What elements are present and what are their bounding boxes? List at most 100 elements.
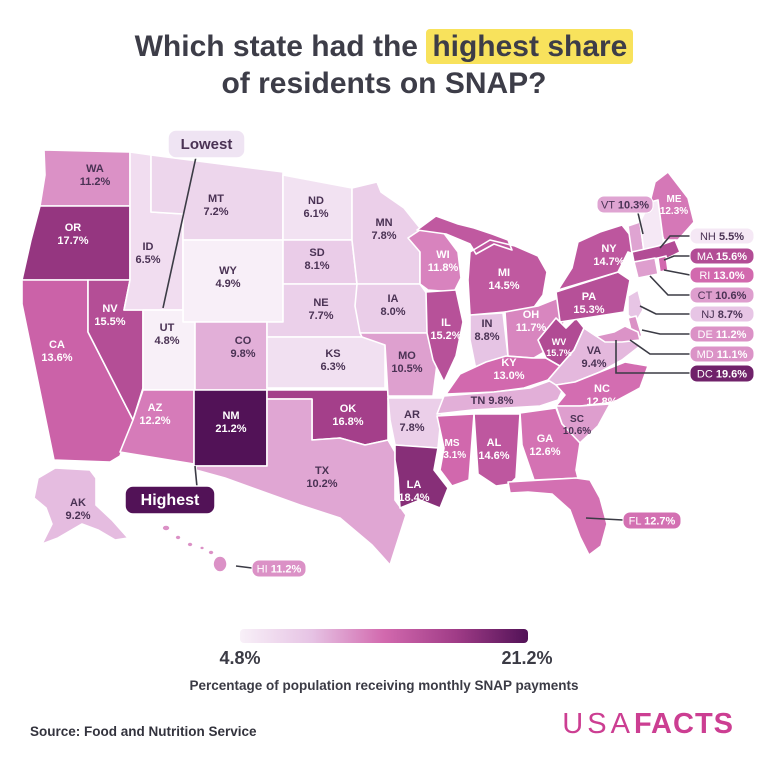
annotation-label-highest: Highest: [141, 492, 200, 509]
callout-pill-label-nh: NH 5.5%: [700, 231, 744, 243]
callout-line-ma: [663, 255, 690, 261]
annotation-pill-highest: [124, 485, 216, 515]
callout-pill-label-dc: DC 19.6%: [697, 369, 747, 381]
state-label-wv: WV 15.7%: [546, 337, 572, 358]
callout-pill-ma: [689, 247, 755, 265]
logo-facts: FACTS: [633, 708, 734, 740]
state-shape-fl: [507, 477, 608, 556]
state-shape-ga: [519, 407, 581, 481]
state-label-nm: NM 21.2%: [215, 410, 246, 435]
state-label-wi: WI 11.8%: [428, 249, 459, 274]
state-label-mo: MO 10.5%: [391, 350, 422, 375]
state-shape-nj: [627, 289, 644, 323]
state-shape-mi: [416, 215, 548, 316]
state-label-mi: MI 14.5%: [488, 267, 519, 292]
logo-usa: USA: [562, 708, 634, 740]
callout-pill-label-vt: VT 10.3%: [601, 200, 649, 212]
state-label-ut: UT 4.8%: [154, 322, 179, 347]
legend-min-label: 4.8%: [219, 648, 261, 668]
state-shape-ms: [436, 413, 475, 487]
state-label-nv: NV 15.5%: [94, 303, 125, 328]
state-label-pa: PA 15.3%: [573, 291, 604, 316]
state-label-al: AL 14.6%: [478, 437, 509, 462]
state-label-nc: NC 12.8%: [586, 383, 617, 408]
callout-lines: [162, 156, 691, 569]
state-label-in: IN 8.8%: [474, 318, 499, 343]
callout-line-vt: [637, 212, 644, 235]
state-label-ky: KY 13.0%: [493, 357, 524, 382]
state-label-co: CO 9.8%: [230, 335, 255, 360]
legend-gradient-bar: [240, 629, 528, 643]
callout-pill-label-ct: CT 10.6%: [698, 290, 747, 302]
callout-line-md: [629, 339, 690, 355]
callout-pill-label-md: MD 11.1%: [697, 349, 748, 361]
callout-pill-nh: [689, 227, 755, 245]
state-label-sc: SC 10.6%: [563, 414, 591, 437]
state-shape-md: [583, 325, 641, 343]
state-label-ca: CA 13.6%: [41, 339, 72, 364]
state-shape-az: [119, 389, 195, 465]
callout-pill-fl: [622, 511, 682, 530]
title-prefix: Which state had the: [134, 30, 427, 63]
state-label-or: OR 17.7%: [57, 222, 88, 247]
callout-pill-dc: [689, 364, 755, 383]
state-labels: WA 11.2% OR 17.7% CA 13.6% NV 15.5% ID 6.5% MT 7.2%…: [41, 163, 688, 522]
callout-pill-label-fl: FL 12.7%: [629, 516, 676, 528]
title-highlight: highest share: [426, 29, 634, 64]
state-label-ga: GA 12.6%: [529, 433, 560, 458]
state-label-mn: MN 7.8%: [371, 217, 396, 242]
state-label-sd: SD 8.1%: [304, 247, 329, 272]
state-label-ks: KS 6.3%: [320, 348, 345, 373]
state-label-il: IL 15.2%: [430, 317, 461, 342]
legend-caption: Percentage of population receiving month…: [189, 678, 579, 693]
state-label-ms: MS 13.1%: [438, 438, 466, 461]
state-label-ia: IA 8.0%: [380, 293, 405, 318]
callout-line-hi: [235, 565, 253, 569]
callout-pill-md: [689, 345, 755, 363]
state-label-mt: MT 7.2%: [203, 193, 228, 218]
state-shape-ak: [33, 467, 129, 545]
state-label-va: VA 9.4%: [581, 345, 606, 370]
state-label-tx: TX 10.2%: [306, 465, 337, 490]
callout-pill-ri: [689, 266, 755, 284]
callout-line-ct: [649, 275, 690, 296]
state-label-wy: WY 4.9%: [215, 265, 240, 290]
state-shape-ks: [266, 336, 386, 389]
callout-pill-ct: [689, 286, 755, 304]
state-shape-ct: [633, 257, 659, 279]
callout-line-ri: [663, 269, 691, 276]
usafacts-logo: USAFACTS: [562, 708, 734, 741]
callout-pills: VT 10.3% NH 5.5% MA 15.6% RI 13.0% CT 10.6% N…: [124, 129, 755, 578]
state-label-wa: WA 11.2%: [80, 163, 111, 188]
state-label-nd: ND 6.1%: [303, 195, 328, 220]
state-label-ok: OK 16.8%: [332, 403, 363, 428]
callout-pill-hi: [251, 559, 307, 578]
callout-pill-label-ma: MA 15.6%: [697, 251, 747, 263]
page-title: Which state had the highest share of res…: [0, 28, 768, 102]
state-label-oh: OH 11.7%: [516, 309, 547, 334]
state-label-az: AZ 12.2%: [139, 402, 170, 427]
state-label-ar: AR 7.8%: [399, 409, 424, 434]
source-note: Source: Food and Nutrition Service: [30, 724, 257, 739]
state-label-la: LA 18.4%: [398, 479, 429, 504]
callout-line-dc: [615, 340, 690, 374]
state-label-ne: NE 7.7%: [308, 297, 333, 322]
callout-line-nj: [639, 305, 690, 315]
annotation-pill-lowest: [167, 129, 246, 159]
state-label-ak: AK 9.2%: [65, 497, 90, 522]
callout-pill-label-nj: NJ 8.7%: [701, 309, 743, 321]
state-shape-hi: [161, 524, 228, 573]
state-label-ny: NY 14.7%: [593, 243, 624, 268]
state-shape-il: [425, 289, 464, 383]
annotation-label-lowest: Lowest: [181, 136, 233, 153]
callout-line-fl: [585, 517, 624, 521]
legend-max-label: 21.2%: [501, 648, 553, 668]
state-label-id: ID 6.5%: [135, 241, 160, 266]
callout-pill-label-hi: HI 11.2%: [257, 564, 302, 576]
callout-pill-label-ri: RI 13.0%: [699, 270, 744, 282]
state-label-me: ME 12.3%: [660, 194, 688, 217]
callout-pill-label-de: DE 11.2%: [698, 329, 747, 341]
callout-pill-nj: [689, 305, 755, 323]
